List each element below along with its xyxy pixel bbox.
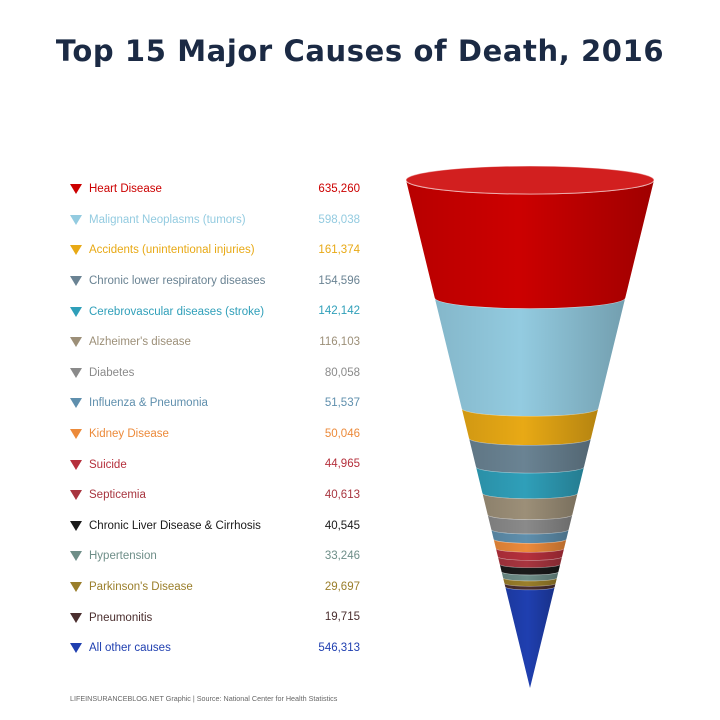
legend-item: Malignant Neoplasms (tumors) 598,038: [70, 205, 360, 236]
legend-value: 40,613: [324, 488, 360, 501]
legend-label: Septicemia: [89, 489, 146, 502]
funnel-band-shade: [495, 548, 565, 561]
legend-marker-triangle-icon: [70, 582, 82, 593]
legend-label: Heart Disease: [89, 183, 162, 196]
legend-item: Chronic lower respiratory diseases 154,59…: [70, 266, 360, 297]
legend-marker-triangle-icon: [70, 337, 82, 348]
funnel-top-opening: [406, 166, 654, 194]
legend-marker-triangle-icon: [70, 245, 82, 256]
legend-item: Chronic Liver Disease & Cirrhosis 40,545: [70, 511, 360, 542]
legend-item: Influenza & Pneumonia 51,537: [70, 388, 360, 419]
legend-marker-triangle-icon: [70, 184, 82, 195]
funnel-band-shade: [497, 556, 563, 568]
legend-value: 33,246: [324, 550, 360, 563]
funnel-band-shade: [461, 408, 599, 446]
legend-value: 44,965: [324, 458, 360, 471]
funnel-band-shade: [406, 180, 654, 309]
legend-value: 50,046: [324, 427, 360, 440]
legend-marker-triangle-icon: [70, 520, 82, 531]
legend-label: Influenza & Pneumonia: [89, 397, 208, 410]
legend-value: 40,545: [324, 519, 360, 532]
legend-item: Accidents (unintentional injuries) 161,37…: [70, 235, 360, 266]
legend-label: Diabetes: [89, 366, 135, 379]
legend-label: Cerebrovascular diseases (stroke): [89, 305, 265, 318]
legend-value: 154,596: [318, 274, 360, 287]
legend-value: 80,058: [324, 366, 360, 379]
legend-label: Suicide: [89, 458, 127, 471]
legend-value: 19,715: [324, 611, 360, 624]
legend-item: Diabetes 80,058: [70, 358, 360, 389]
legend-marker-triangle-icon: [70, 367, 82, 378]
legend-item: Hypertension 33,246: [70, 541, 360, 572]
funnel-band-shade: [482, 493, 578, 520]
legend-value: 546,313: [318, 641, 360, 654]
legend-item: Septicemia 40,613: [70, 480, 360, 511]
funnel-band-shade: [476, 466, 584, 499]
legend-value: 116,103: [319, 335, 360, 348]
funnel-band-shade: [505, 586, 555, 688]
source-note: LIFEINSURANCEBLOG.NET Graphic | Source: …: [70, 694, 338, 703]
funnel-band-shade: [434, 297, 626, 417]
legend-marker-triangle-icon: [70, 214, 82, 225]
legend-label: Chronic Liver Disease & Cirrhosis: [89, 519, 261, 532]
legend-marker-triangle-icon: [70, 490, 82, 501]
legend-label: Pneumonitis: [89, 611, 153, 624]
legend-value: 161,374: [318, 244, 360, 257]
legend-marker-triangle-icon: [70, 612, 82, 623]
legend-marker-triangle-icon: [70, 398, 82, 409]
legend-value: 29,697: [324, 580, 360, 593]
legend-label: Hypertension: [89, 550, 157, 563]
funnel-band-shade: [493, 538, 567, 553]
funnel-chart: [405, 165, 655, 688]
legend-item: Cerebrovascular diseases (stroke) 142,142: [70, 296, 360, 327]
funnel-top-highlight: [405, 165, 655, 195]
legend-item: Kidney Disease 50,046: [70, 419, 360, 450]
legend-value: 51,537: [324, 397, 360, 410]
legend-value: 635,260: [318, 183, 360, 195]
legend-label: Chronic lower respiratory diseases: [89, 275, 266, 288]
legend-label: Kidney Disease: [89, 428, 169, 441]
legend-value: 142,142: [318, 305, 360, 318]
legend-marker-triangle-icon: [70, 276, 82, 287]
legend-label: Alzheimer's disease: [89, 336, 191, 349]
legend-label: Accidents (unintentional injuries): [89, 244, 255, 257]
legend-item: Pneumonitis 19,715: [70, 602, 360, 633]
legend-item: Parkinson's Disease 29,697: [70, 572, 360, 603]
legend-label: All other causes: [89, 642, 171, 655]
legend-item: Alzheimer's disease 116,103: [70, 327, 360, 358]
legend: Heart Disease 635,260 Malignant Neoplasms …: [70, 174, 360, 664]
funnel-band-shade: [501, 571, 559, 581]
legend-marker-triangle-icon: [70, 551, 82, 562]
legend-marker-triangle-icon: [70, 459, 82, 470]
legend-item: Heart Disease 635,260: [70, 174, 360, 205]
legend-label: Malignant Neoplasms (tumors): [89, 213, 246, 226]
funnel-band-shade: [491, 529, 569, 544]
legend-label: Parkinson's Disease: [89, 581, 193, 594]
legend-item: Suicide 44,965: [70, 449, 360, 480]
funnel-band-shade: [503, 577, 557, 587]
funnel-band-shade: [487, 514, 573, 534]
legend-marker-triangle-icon: [70, 306, 82, 317]
legend-marker-triangle-icon: [70, 429, 82, 440]
funnel-band-edge: [475, 466, 585, 474]
funnel-band-shade: [499, 564, 561, 575]
legend-value: 598,038: [318, 213, 360, 226]
funnel-band-shade: [469, 438, 591, 473]
legend-marker-triangle-icon: [70, 643, 82, 654]
chart-title: Top 15 Major Causes of Death, 2016: [55, 34, 665, 68]
legend-item: All other causes 546,313: [70, 633, 360, 664]
